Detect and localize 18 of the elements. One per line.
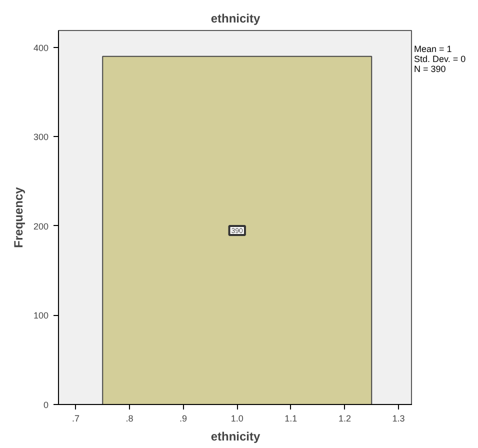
y-tick-label: 300	[33, 132, 49, 142]
chart-title: ethnicity	[210, 12, 260, 26]
x-tick-label: 1.2	[338, 414, 351, 424]
x-tick-label: 1.3	[392, 414, 405, 424]
text: N = 390	[414, 64, 446, 74]
x-tick-label: .8	[126, 414, 134, 424]
x-tick-label: .9	[180, 414, 188, 424]
x-axis-title: ethnicity	[210, 430, 260, 444]
y-tick-label: 100	[33, 310, 49, 321]
y-axis-title: Frequency	[11, 186, 26, 248]
y-tick-label: 400	[33, 42, 49, 53]
text: Std. Dev. = 0	[414, 54, 466, 64]
x-tick-label: .7	[72, 414, 80, 424]
y-tick-label: 200	[33, 221, 49, 232]
x-tick-label: 1.1	[284, 414, 298, 424]
x-tick-label: 1.0	[230, 414, 244, 424]
y-tick-label: 0	[43, 400, 49, 410]
text: Mean = 1	[414, 44, 452, 54]
